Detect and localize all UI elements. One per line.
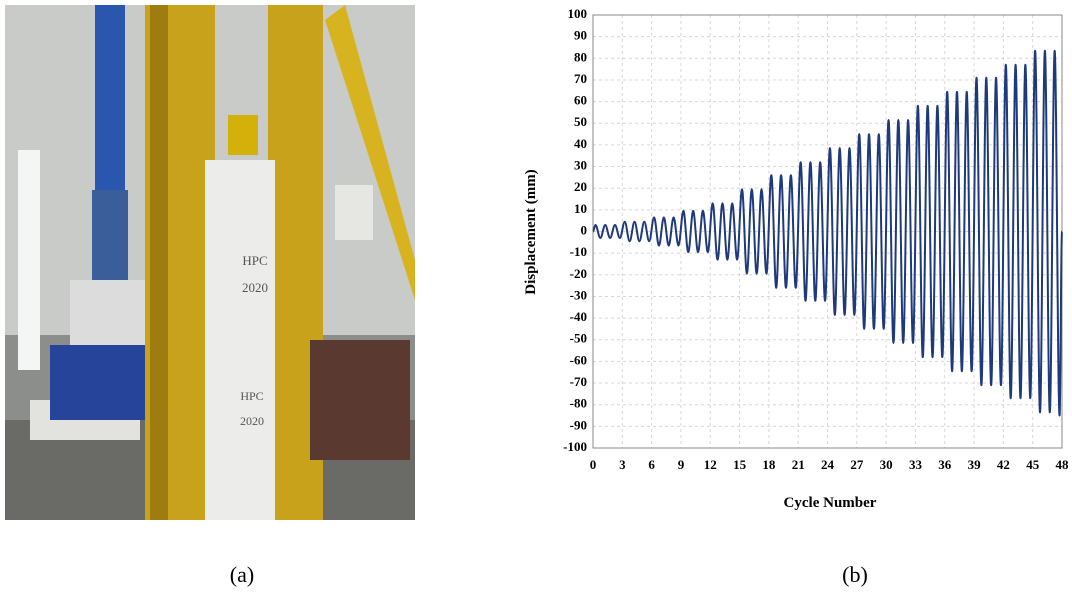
y-tick-label: -40 — [570, 309, 587, 324]
y-tick-label: -50 — [570, 331, 587, 346]
y-tick-label: -70 — [570, 374, 587, 389]
y-tick-label: -10 — [570, 244, 587, 259]
photo-label: 2020 — [242, 280, 268, 295]
x-tick-label: 36 — [938, 457, 952, 472]
x-axis-label: Cycle Number — [784, 495, 877, 511]
y-tick-label: -80 — [570, 396, 587, 411]
x-tick-label: 15 — [733, 457, 747, 472]
chart: -100-90-80-70-60-50-40-30-20-10010203040… — [563, 6, 1069, 472]
caption: (a) — [230, 562, 254, 587]
x-tick-label: 39 — [968, 457, 982, 472]
x-tick-label: 9 — [678, 457, 685, 472]
caption: (b) — [842, 562, 868, 587]
y-axis-label: Displacement (mm) — [523, 169, 539, 294]
y-tick-label: 90 — [574, 28, 587, 43]
x-tick-label: 18 — [762, 457, 776, 472]
y-tick-label: 50 — [574, 114, 587, 129]
y-tick-label: 60 — [574, 93, 587, 108]
y-tick-label: -30 — [570, 287, 587, 302]
x-tick-label: 27 — [850, 457, 864, 472]
y-tick-label: -90 — [570, 417, 587, 432]
y-tick-label: 10 — [574, 201, 587, 216]
photo-label: HPC — [242, 253, 267, 268]
x-tick-label: 3 — [619, 457, 626, 472]
y-tick-label: 80 — [574, 49, 587, 64]
y-tick-label: 0 — [581, 222, 588, 237]
y-tick-label: 30 — [574, 158, 587, 173]
y-tick-label: 20 — [574, 179, 587, 194]
photo-label: 2020 — [240, 414, 264, 428]
x-tick-label: 21 — [792, 457, 805, 472]
x-tick-label: 48 — [1056, 457, 1070, 472]
x-tick-label: 24 — [821, 457, 835, 472]
x-tick-label: 0 — [590, 457, 597, 472]
photo: HPC 2020 HPC 2020 — [5, 5, 415, 520]
x-tick-label: 12 — [704, 457, 717, 472]
y-tick-label: 40 — [574, 136, 587, 151]
y-tick-label: 70 — [574, 71, 587, 86]
y-tick-label: -100 — [563, 439, 587, 454]
x-tick-label: 6 — [648, 457, 655, 472]
x-tick-label: 45 — [1026, 457, 1040, 472]
photo-label: HPC — [240, 389, 263, 403]
line — [592, 49, 1063, 417]
y-tick-label: -20 — [570, 266, 587, 281]
x-tick-label: 30 — [880, 457, 893, 472]
y-tick-label: -60 — [570, 352, 587, 367]
x-tick-label: 42 — [997, 457, 1010, 472]
x-tick-label: 33 — [909, 457, 923, 472]
y-tick-label: 100 — [568, 6, 588, 21]
